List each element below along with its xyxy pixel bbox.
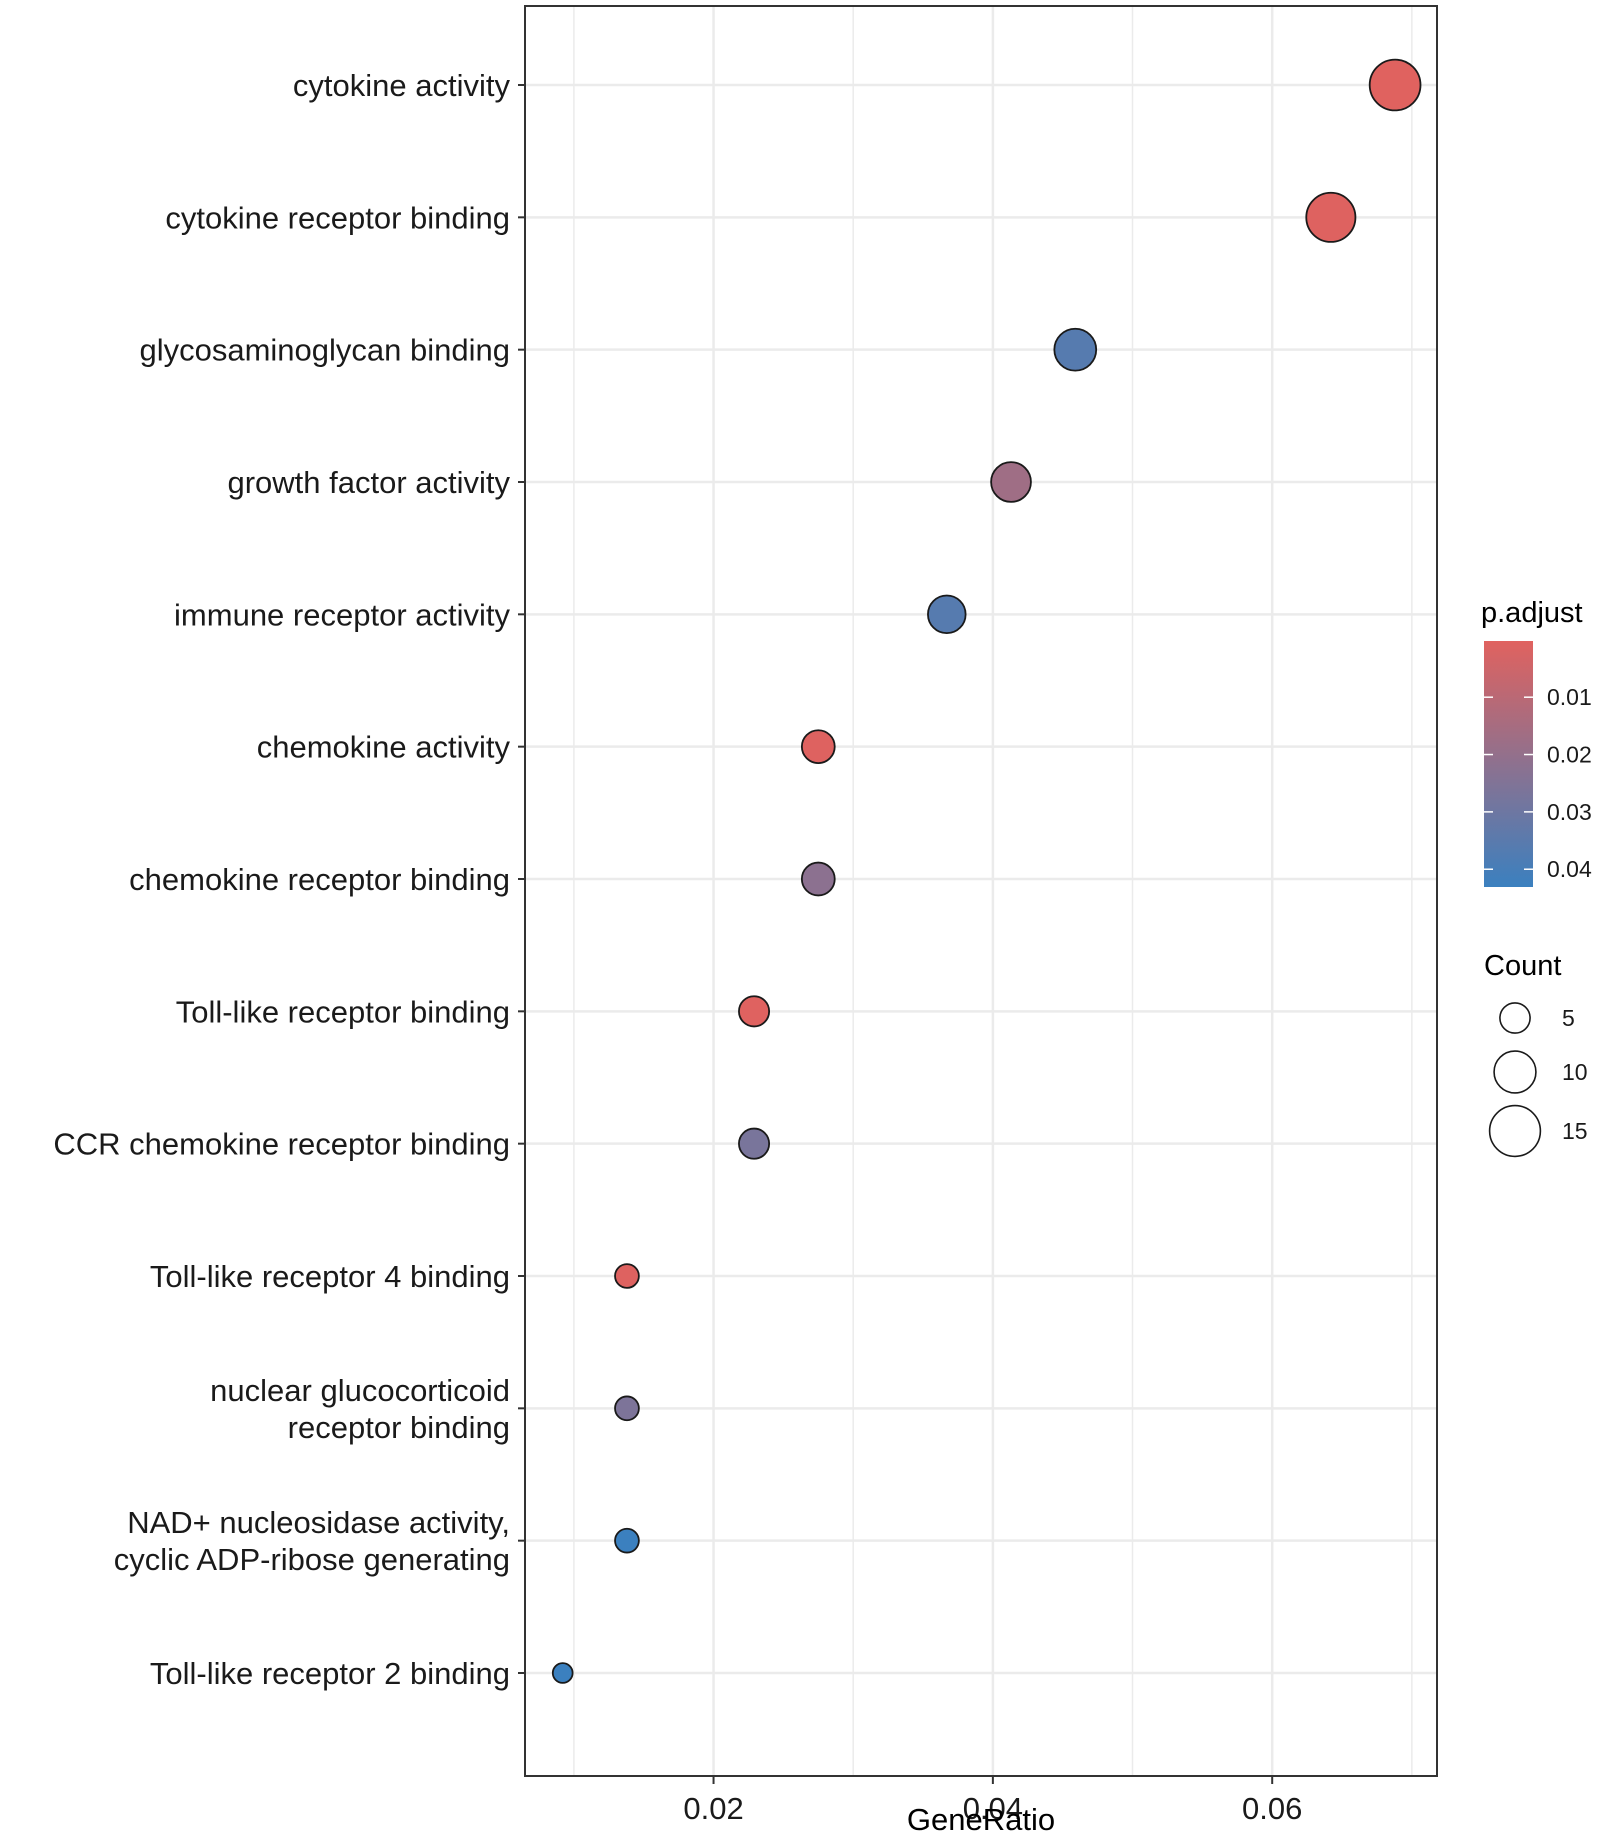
colorbar-tick-label: 0.02 <box>1547 742 1592 768</box>
x-tick-label: 0.04 <box>963 1791 1023 1826</box>
size-legend-label: 10 <box>1562 1059 1588 1085</box>
grid-major <box>525 6 1437 1776</box>
data-point <box>551 1662 574 1684</box>
y-tick-label: Toll-like receptor 2 binding <box>150 1656 510 1691</box>
data-point <box>738 1127 771 1160</box>
x-axis-title: GeneRatio <box>907 1802 1055 1836</box>
y-tick-label: chemokine receptor binding <box>129 862 510 897</box>
color-legend: p.adjust 0.01 0.02 0.03 0.04 <box>1481 597 1592 887</box>
data-point <box>738 995 771 1028</box>
y-tick-label: nuclear glucocorticoid receptor binding <box>210 1373 510 1445</box>
x-tick-label: 0.02 <box>683 1791 743 1826</box>
panel-border <box>524 5 1438 1777</box>
data-point <box>800 729 836 764</box>
y-tick-label: chemokine activity <box>257 730 511 765</box>
size-legend-label: 5 <box>1562 1005 1575 1031</box>
grid-minor <box>573 6 1413 1776</box>
y-tick-label: cytokine receptor binding <box>165 200 510 235</box>
data-point <box>614 1527 640 1554</box>
data-point <box>614 1395 640 1422</box>
colorbar-tick-label: 0.04 <box>1547 856 1592 882</box>
points <box>551 58 1422 1684</box>
data-point <box>614 1263 640 1289</box>
data-point <box>800 861 836 897</box>
size-legend-key <box>1488 1104 1542 1158</box>
y-tick-label: CCR chemokine receptor binding <box>53 1127 510 1162</box>
y-tick-label: glycosaminoglycan binding <box>139 333 510 368</box>
data-point <box>1305 191 1357 243</box>
data-point <box>927 594 967 635</box>
color-legend-title: p.adjust <box>1481 597 1583 629</box>
y-tick-label: growth factor activity <box>227 465 510 500</box>
data-point <box>990 461 1032 503</box>
data-point <box>1368 58 1422 112</box>
y-tick-label: cytokine activity <box>293 68 511 103</box>
size-legend-title: Count <box>1484 950 1561 982</box>
x-axis: 0.02 0.04 0.06 <box>683 1776 1302 1826</box>
colorbar-tick-label: 0.01 <box>1547 684 1592 710</box>
x-tick-label: 0.06 <box>1242 1791 1302 1826</box>
y-tick-label: immune receptor activity <box>174 597 510 632</box>
colorbar <box>1484 641 1533 887</box>
data-point <box>1053 327 1098 372</box>
size-legend-label: 15 <box>1562 1118 1588 1144</box>
size-legend-key <box>1499 1002 1531 1034</box>
colorbar-tick-label: 0.03 <box>1547 799 1592 825</box>
y-tick-label: Toll-like receptor binding <box>176 994 510 1029</box>
y-tick-label: Toll-like receptor 4 binding <box>150 1259 510 1294</box>
size-legend-key <box>1493 1050 1537 1094</box>
y-axis: cytokine activity cytokine receptor bindi… <box>53 68 525 1691</box>
size-legend: Count 5 10 15 <box>1484 950 1588 1158</box>
y-tick-label: NAD+ nucleosidase activity, cyclic ADP-ri… <box>114 1505 510 1577</box>
